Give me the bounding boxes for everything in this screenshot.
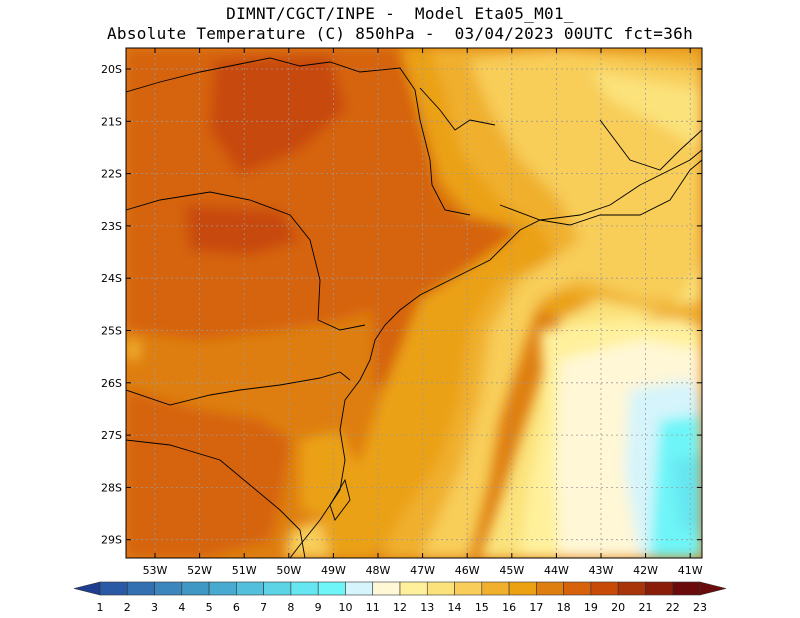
state-border-mg-es [599,119,702,171]
colorbar-label: 2 [124,601,131,614]
colorbar-label: 17 [529,601,543,614]
lat-label: 20S [101,63,122,76]
colorbar-swatch [99,581,128,596]
lon-label: 46W [455,564,480,577]
lagoon-south [329,478,351,521]
colorbar-swatch [617,581,646,596]
colorbar-arrow-low [73,581,101,596]
colorbar-swatch [126,581,155,596]
colorbar-label: 16 [502,601,516,614]
warm-core-southwest [126,390,290,558]
coastline [289,159,702,558]
lat-label: 25S [101,325,122,338]
lon-label: 49W [321,564,346,577]
colorbar-swatch [426,581,455,596]
cool-band-9 [672,455,702,530]
colorbar-swatch [181,581,210,596]
colorbar-label: 22 [666,601,680,614]
colorbar-label: 3 [151,601,158,614]
colorbar-label: 9 [315,601,322,614]
colorbar-label: 7 [260,601,267,614]
temperature-field [126,48,702,558]
colorbar-arrow-high [699,581,727,596]
lon-label: 41W [678,564,703,577]
colorbar-swatch [154,581,183,596]
colorbar-swatch [208,581,237,596]
colorbar-label: 13 [420,601,434,614]
colorbar-label: 14 [448,601,462,614]
longitude-labels: 53W 52W 51W 50W 49W 48W 47W 46W 45W 44W 43W 42W 41W [143,564,703,577]
colorbar [73,581,727,596]
lat-label: 27S [101,429,122,442]
lon-label: 43W [589,564,614,577]
lat-label: 23S [101,220,122,233]
colorbar-swatch [236,581,264,596]
lon-label: 53W [143,564,168,577]
colorbar-swatch [263,581,292,596]
lon-label: 51W [232,564,257,577]
colorbar-label: 20 [611,601,625,614]
pocket-west-edge [126,340,140,360]
colorbar-label: 19 [584,601,598,614]
east-band-15 [420,50,702,558]
colorbar-label: 18 [557,601,571,614]
hot-spot-central [185,205,300,255]
chart-title-line-2: Absolute Temperature (C) 850hPa - 03/04/… [106,24,694,43]
lon-label: 47W [410,564,435,577]
lat-label: 26S [101,377,122,390]
latitude-labels: 20S 21S 22S 23S 24S 25S 26S 27S 28S 29S [101,63,122,547]
colorbar-swatch [454,581,483,596]
colorbar-label: 8 [287,601,294,614]
state-border-sc-rs [126,439,306,558]
east-band-14 [480,70,702,558]
colorbar-label: 11 [366,601,380,614]
colorbar-label: 15 [475,601,489,614]
colorbar-swatch [672,581,701,596]
colorbar-swatch [345,581,374,596]
lat-label: 22S [101,168,122,181]
pocket-south-coast-cool [285,520,330,558]
colorbar-label: 12 [393,601,407,614]
state-border-pr-sc [126,371,351,406]
colorbar-swatch [317,581,346,596]
colorbar-label: 6 [233,601,240,614]
colorbar-label: 4 [178,601,185,614]
lat-label: 21S [101,115,122,128]
colorbar-swatch [563,581,592,596]
colorbar-label: 23 [693,601,707,614]
pocket-south-coast [300,430,360,520]
colorbar-swatch [536,581,564,596]
colorbar-swatch [372,581,401,596]
lon-label: 52W [187,564,212,577]
lat-label: 24S [101,272,122,285]
chart-title-line-1: DIMNT/CGCT/INPE - Model Eta05_M01_ [226,4,574,23]
colorbar-swatch [508,581,537,596]
colorbar-labels: 1 2 3 4 5 6 7 8 9 10 11 12 13 14 15 16 17 18 19 20 21 22 23 [97,601,708,614]
map-frame [125,47,703,559]
colorbar-swatch [481,581,510,596]
colorbar-swatch [399,581,428,596]
river-parana [419,87,496,131]
lon-label: 48W [366,564,391,577]
lat-label: 28S [101,481,122,494]
lon-label: 45W [499,564,524,577]
lon-label: 44W [544,564,569,577]
colorbar-label: 1 [97,601,104,614]
colorbar-label: 10 [338,601,352,614]
coastline-and-borders [126,57,702,558]
colorbar-swatch [645,581,674,596]
state-border-sp-pr [126,191,366,331]
state-border-ms-mg [126,57,471,216]
lon-label: 50W [276,564,301,577]
colorbar-label: 21 [638,601,652,614]
colorbar-swatch [290,581,319,596]
colorbar-label: 5 [206,601,213,614]
hot-spot-north [210,55,345,175]
colorbar-swatch [590,581,619,596]
lat-lon-grid [126,48,702,558]
lon-label: 42W [633,564,658,577]
lat-label: 29S [101,534,122,547]
